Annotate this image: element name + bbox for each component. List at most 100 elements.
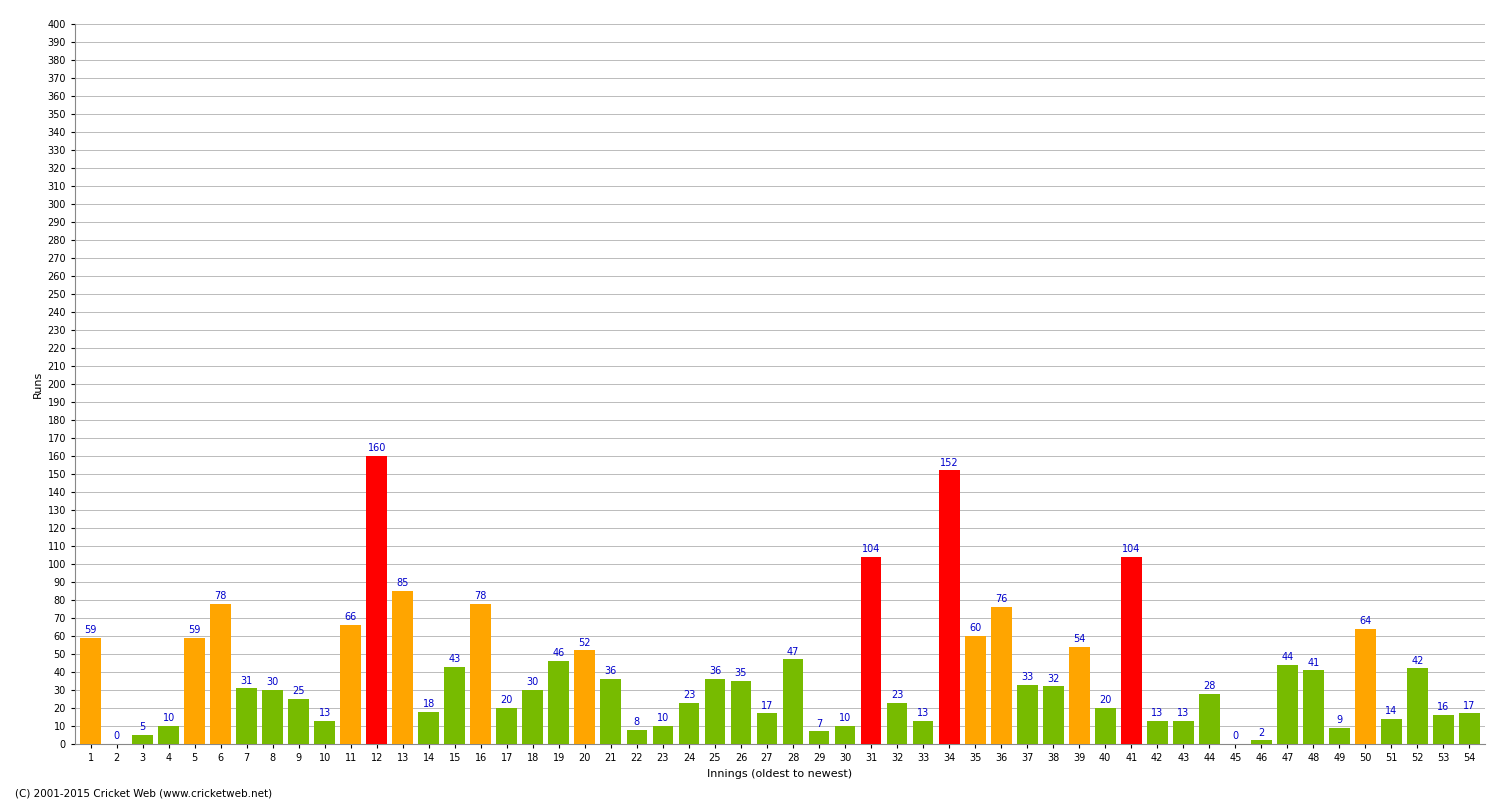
- Text: 13: 13: [318, 708, 332, 718]
- Bar: [288, 699, 309, 744]
- Text: 23: 23: [891, 690, 903, 700]
- Bar: [1198, 694, 1219, 744]
- Bar: [1173, 721, 1194, 744]
- Text: 7: 7: [816, 718, 822, 729]
- Text: 28: 28: [1203, 681, 1215, 691]
- Bar: [522, 690, 543, 744]
- Text: 13: 13: [1178, 708, 1190, 718]
- Bar: [1120, 557, 1142, 744]
- Bar: [80, 638, 100, 744]
- Bar: [730, 681, 752, 744]
- Text: 41: 41: [1306, 658, 1320, 667]
- Bar: [549, 661, 570, 744]
- Text: 10: 10: [839, 714, 850, 723]
- Text: 20: 20: [1100, 695, 1112, 706]
- Text: 20: 20: [501, 695, 513, 706]
- Text: 44: 44: [1281, 652, 1293, 662]
- Text: 0: 0: [1232, 731, 1239, 742]
- Bar: [939, 470, 960, 744]
- Bar: [1017, 685, 1038, 744]
- Text: 0: 0: [114, 731, 120, 742]
- Bar: [158, 726, 178, 744]
- Text: 30: 30: [267, 678, 279, 687]
- Text: 17: 17: [1462, 701, 1476, 710]
- Text: 43: 43: [448, 654, 460, 664]
- Text: 5: 5: [140, 722, 146, 732]
- Bar: [237, 688, 256, 744]
- Text: 32: 32: [1047, 674, 1059, 684]
- Text: 2: 2: [1258, 728, 1264, 738]
- Bar: [132, 735, 153, 744]
- Bar: [315, 721, 334, 744]
- Text: 23: 23: [682, 690, 694, 700]
- Text: 9: 9: [1336, 715, 1342, 725]
- Text: 13: 13: [916, 708, 928, 718]
- Text: 104: 104: [1122, 544, 1140, 554]
- X-axis label: Innings (oldest to newest): Innings (oldest to newest): [708, 769, 852, 778]
- Bar: [419, 712, 440, 744]
- Bar: [366, 456, 387, 744]
- Y-axis label: Runs: Runs: [33, 370, 44, 398]
- Text: 35: 35: [735, 668, 747, 678]
- Text: 52: 52: [579, 638, 591, 648]
- Text: 13: 13: [1150, 708, 1164, 718]
- Text: 31: 31: [240, 675, 254, 686]
- Text: 76: 76: [994, 594, 1008, 605]
- Bar: [210, 603, 231, 744]
- Bar: [705, 679, 726, 744]
- Bar: [340, 626, 362, 744]
- Bar: [1042, 686, 1064, 744]
- Bar: [574, 650, 596, 744]
- Bar: [1251, 741, 1272, 744]
- Text: 46: 46: [552, 649, 566, 658]
- Bar: [1432, 715, 1454, 744]
- Bar: [1354, 629, 1376, 744]
- Text: 60: 60: [969, 623, 981, 634]
- Text: 59: 59: [189, 625, 201, 635]
- Bar: [1460, 714, 1480, 744]
- Bar: [262, 690, 284, 744]
- Text: 47: 47: [788, 646, 800, 657]
- Text: 160: 160: [368, 443, 386, 454]
- Bar: [496, 708, 517, 744]
- Text: (C) 2001-2015 Cricket Web (www.cricketweb.net): (C) 2001-2015 Cricket Web (www.cricketwe…: [15, 788, 272, 798]
- Text: 64: 64: [1359, 616, 1371, 626]
- Bar: [1329, 728, 1350, 744]
- Bar: [1095, 708, 1116, 744]
- Bar: [1070, 646, 1089, 744]
- Bar: [1304, 670, 1323, 744]
- Text: 85: 85: [396, 578, 410, 588]
- Bar: [627, 730, 648, 744]
- Bar: [678, 702, 699, 744]
- Text: 104: 104: [862, 544, 880, 554]
- Text: 10: 10: [162, 714, 176, 723]
- Bar: [834, 726, 855, 744]
- Text: 16: 16: [1437, 702, 1449, 713]
- Bar: [1382, 718, 1402, 744]
- Text: 8: 8: [634, 717, 640, 727]
- Bar: [912, 721, 933, 744]
- Text: 14: 14: [1384, 706, 1398, 716]
- Bar: [1276, 665, 1298, 744]
- Bar: [652, 726, 674, 744]
- Bar: [444, 666, 465, 744]
- Text: 18: 18: [423, 699, 435, 709]
- Text: 42: 42: [1412, 656, 1424, 666]
- Text: 36: 36: [710, 666, 722, 677]
- Bar: [886, 702, 908, 744]
- Text: 25: 25: [292, 686, 304, 696]
- Bar: [600, 679, 621, 744]
- Text: 152: 152: [940, 458, 958, 468]
- Bar: [1407, 668, 1428, 744]
- Bar: [756, 714, 777, 744]
- Bar: [184, 638, 206, 744]
- Bar: [861, 557, 882, 744]
- Text: 66: 66: [345, 613, 357, 622]
- Text: 17: 17: [760, 701, 772, 710]
- Bar: [471, 603, 490, 744]
- Text: 33: 33: [1022, 672, 1034, 682]
- Bar: [783, 659, 804, 744]
- Text: 10: 10: [657, 714, 669, 723]
- Bar: [990, 607, 1011, 744]
- Bar: [964, 636, 986, 744]
